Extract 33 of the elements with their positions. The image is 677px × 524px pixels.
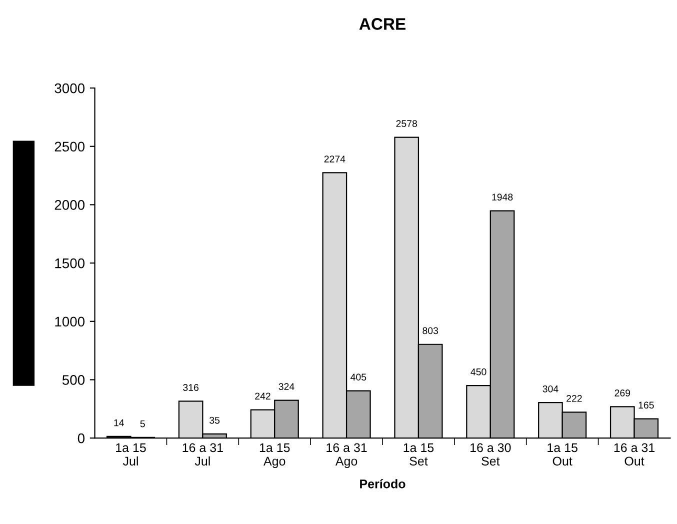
data-label: 405 bbox=[350, 374, 366, 381]
y-tick-label: 500 bbox=[62, 375, 85, 385]
y-tick-label: 3000 bbox=[54, 83, 85, 94]
data-label: 316 bbox=[183, 384, 198, 391]
x-tick-label: 16 a 30 Set bbox=[470, 443, 511, 466]
data-label: 1948 bbox=[492, 194, 513, 201]
chart-title: ACRE bbox=[359, 18, 406, 30]
x-tick-label: 16 a 31 Jul bbox=[182, 443, 223, 466]
data-label: 35 bbox=[210, 416, 220, 424]
data-label: 269 bbox=[614, 390, 630, 396]
x-tick-label: 1a 15 Ago bbox=[260, 443, 290, 468]
x-axis-title: Período bbox=[360, 479, 406, 488]
y-tick-label: 0 bbox=[78, 433, 85, 444]
data-label: 324 bbox=[278, 383, 294, 390]
data-label: 242 bbox=[255, 392, 270, 400]
data-label: 5 bbox=[140, 420, 145, 428]
y-tick-label: 1000 bbox=[55, 316, 85, 327]
data-label: 450 bbox=[470, 368, 486, 376]
y-tick-label: 1500 bbox=[55, 258, 85, 268]
data-label: 2274 bbox=[324, 156, 346, 162]
x-tick-label: 1a 15 Jul bbox=[116, 443, 146, 466]
x-tick-label: 16 a 31 Ago bbox=[326, 443, 367, 468]
data-label: 222 bbox=[566, 395, 582, 402]
x-tick-label: 1a 15 Set bbox=[404, 443, 434, 466]
data-label: 165 bbox=[638, 402, 654, 409]
x-tick-label: 16 a 31 Out bbox=[614, 443, 655, 466]
x-tick-label: 1a 15 Out bbox=[548, 443, 578, 466]
y-tick-label: 2500 bbox=[54, 142, 85, 152]
data-label: 2578 bbox=[396, 120, 417, 128]
data-label: 304 bbox=[542, 385, 558, 392]
data-label: 14 bbox=[114, 419, 124, 426]
data-label: 803 bbox=[422, 327, 438, 334]
y-tick-label: 2000 bbox=[54, 200, 85, 210]
